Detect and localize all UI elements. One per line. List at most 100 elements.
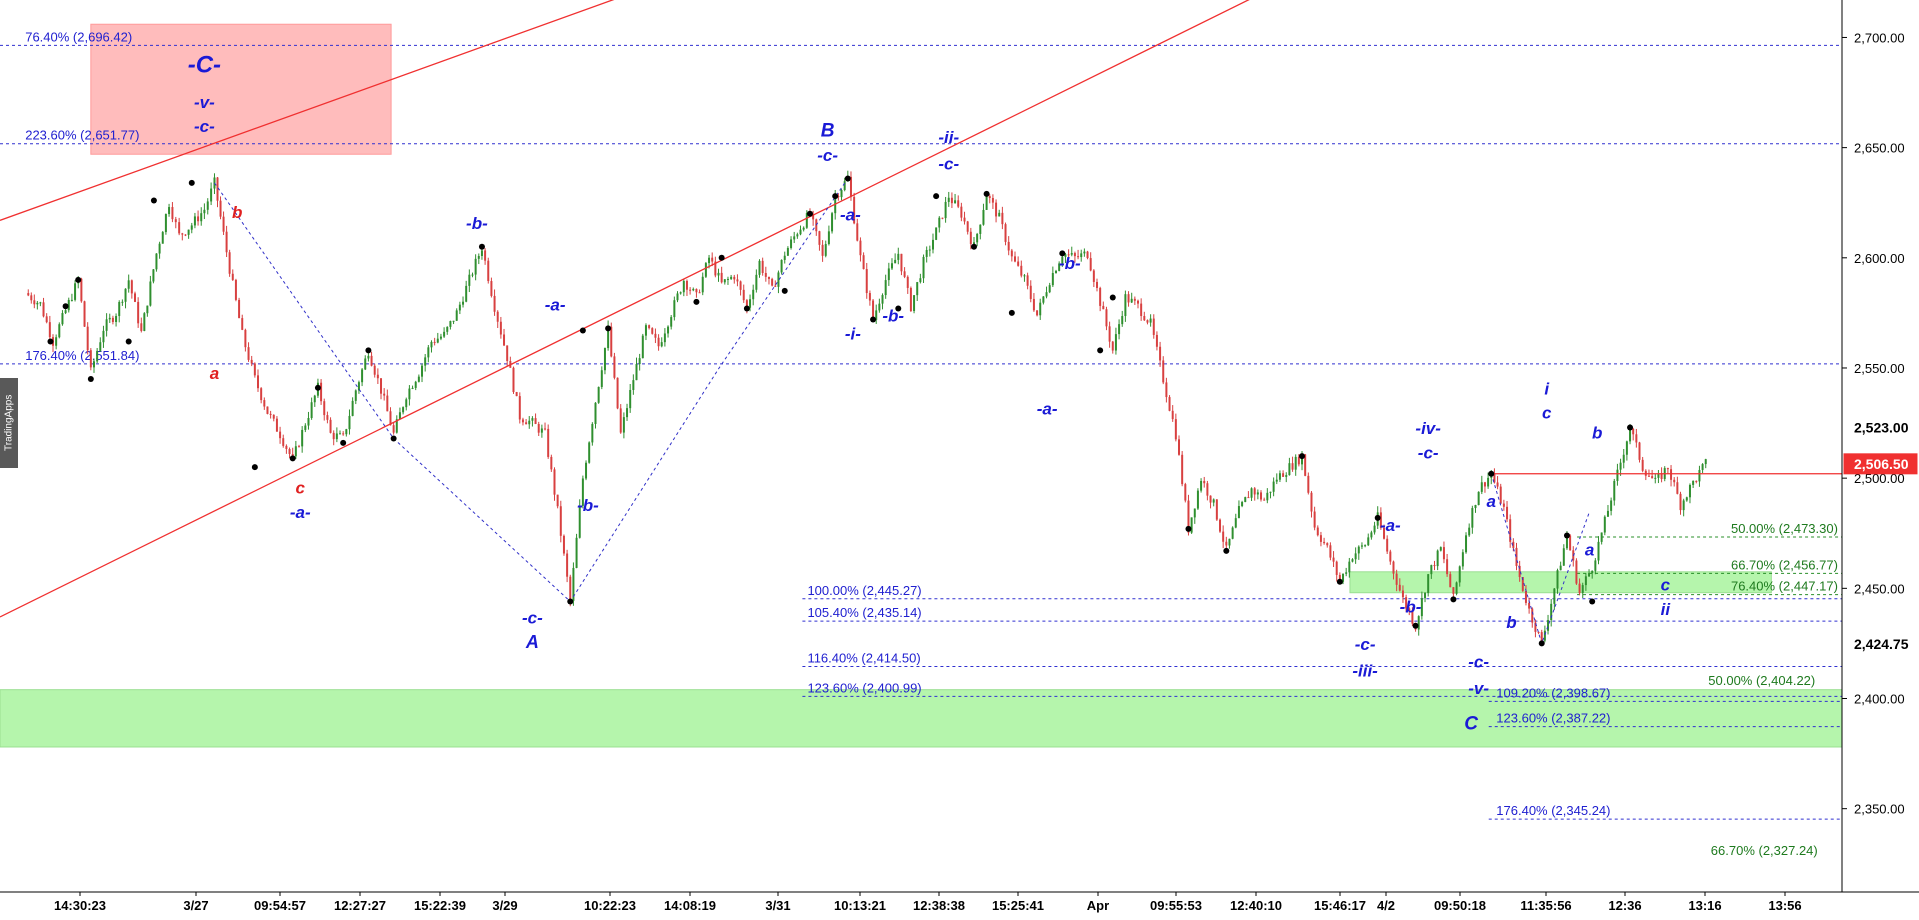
candle-body (1408, 608, 1411, 612)
zone-box[interactable] (0, 689, 1843, 748)
candle-body (859, 240, 862, 256)
candle-body (329, 419, 332, 433)
candle-body (1054, 270, 1057, 273)
candle-body (477, 255, 480, 259)
candle-body (1105, 309, 1108, 327)
candle-body (39, 302, 42, 304)
candle-body (313, 395, 316, 403)
channel-line[interactable] (0, 0, 1262, 618)
candle-body (1278, 473, 1281, 480)
candle-body (1307, 475, 1310, 493)
price-marker-label: 2,523.00 (1854, 419, 1909, 435)
candle-body (585, 462, 588, 479)
fib-level-label: 50.00% (2,404.22) (1708, 673, 1815, 688)
candle-body (578, 505, 581, 538)
candle-body (995, 202, 998, 217)
candle-body (1638, 442, 1641, 460)
candle-body (80, 278, 83, 302)
wave-label: a (1585, 540, 1594, 559)
candle-body (1121, 316, 1124, 325)
fib-level-label: 76.40% (2,447.17) (1731, 579, 1838, 594)
candle-body (1392, 561, 1395, 574)
pivot-point (693, 298, 700, 305)
candle-body (550, 456, 553, 470)
candle-body (742, 289, 745, 301)
candle-body (900, 253, 903, 272)
candle-body (266, 406, 269, 414)
candle-body (430, 341, 433, 348)
candle-body (752, 289, 755, 300)
candle-body (1420, 598, 1423, 617)
candle-body (307, 418, 310, 426)
wave-label: b (1506, 613, 1516, 632)
candle-body (777, 272, 780, 287)
y-tick-label: 2,600.00 (1854, 251, 1905, 266)
x-tick-label: 14:30:23 (54, 898, 106, 913)
x-tick-label: 09:55:53 (1150, 898, 1202, 913)
candle-body (922, 256, 925, 279)
pivot-point (1488, 470, 1495, 477)
candle-body (805, 213, 808, 228)
price-marker-box (1843, 416, 1918, 438)
candle-body (745, 300, 748, 308)
pivot-point (870, 316, 877, 323)
wave-path[interactable] (214, 178, 849, 603)
candle-body (370, 355, 373, 366)
candle-body (1446, 559, 1449, 575)
candle-body (723, 279, 726, 283)
candle-body (654, 333, 657, 338)
candle-body (102, 330, 105, 343)
candle-body (1329, 545, 1332, 558)
candle-body (1051, 272, 1054, 286)
x-tick-label: 09:50:18 (1434, 898, 1486, 913)
candle-body (575, 537, 578, 568)
wave-label: -iv- (1415, 419, 1441, 438)
candle-body (1036, 310, 1039, 316)
pivot-point (1097, 347, 1104, 354)
pivot-point (75, 276, 82, 283)
candle-body (641, 335, 644, 359)
zone-box[interactable] (1349, 571, 1772, 594)
candle-body (1146, 320, 1149, 323)
candle-body (197, 216, 200, 222)
candle-body (679, 292, 682, 294)
candle-body (1632, 428, 1635, 435)
zone-box[interactable] (90, 23, 392, 155)
pivot-point (1059, 250, 1066, 257)
candle-body (1351, 559, 1354, 562)
candle-body (733, 276, 736, 280)
wave-path[interactable] (1490, 473, 1591, 645)
x-tick-label: Apr (1087, 898, 1109, 913)
candle-body (1540, 632, 1543, 641)
candle-body (1234, 518, 1237, 528)
candle-body (1442, 547, 1445, 560)
candle-body (496, 311, 499, 322)
candle-body (862, 255, 865, 270)
pivot-point (150, 197, 157, 204)
candle-body (462, 301, 465, 305)
candle-body (704, 263, 707, 277)
pivot-point (983, 190, 990, 197)
candle-body (881, 295, 884, 304)
candle-body (357, 382, 360, 391)
candle-body (149, 281, 152, 306)
candle-body (827, 231, 830, 245)
candle-body (534, 418, 537, 424)
candle-body (1584, 576, 1587, 586)
candle-body (424, 357, 427, 366)
candle-body (660, 342, 663, 347)
candle-body (849, 176, 852, 197)
candle-body (146, 305, 149, 314)
candle-body (1294, 456, 1297, 470)
candle-body (1010, 250, 1013, 257)
channel-line[interactable] (0, 0, 631, 221)
candle-body (376, 374, 379, 379)
wave-label: -a- (1380, 516, 1401, 535)
y-tick-label: 2,550.00 (1854, 361, 1905, 376)
candle-body (843, 181, 846, 191)
candle-body (48, 322, 51, 338)
candle-body (1578, 583, 1581, 593)
